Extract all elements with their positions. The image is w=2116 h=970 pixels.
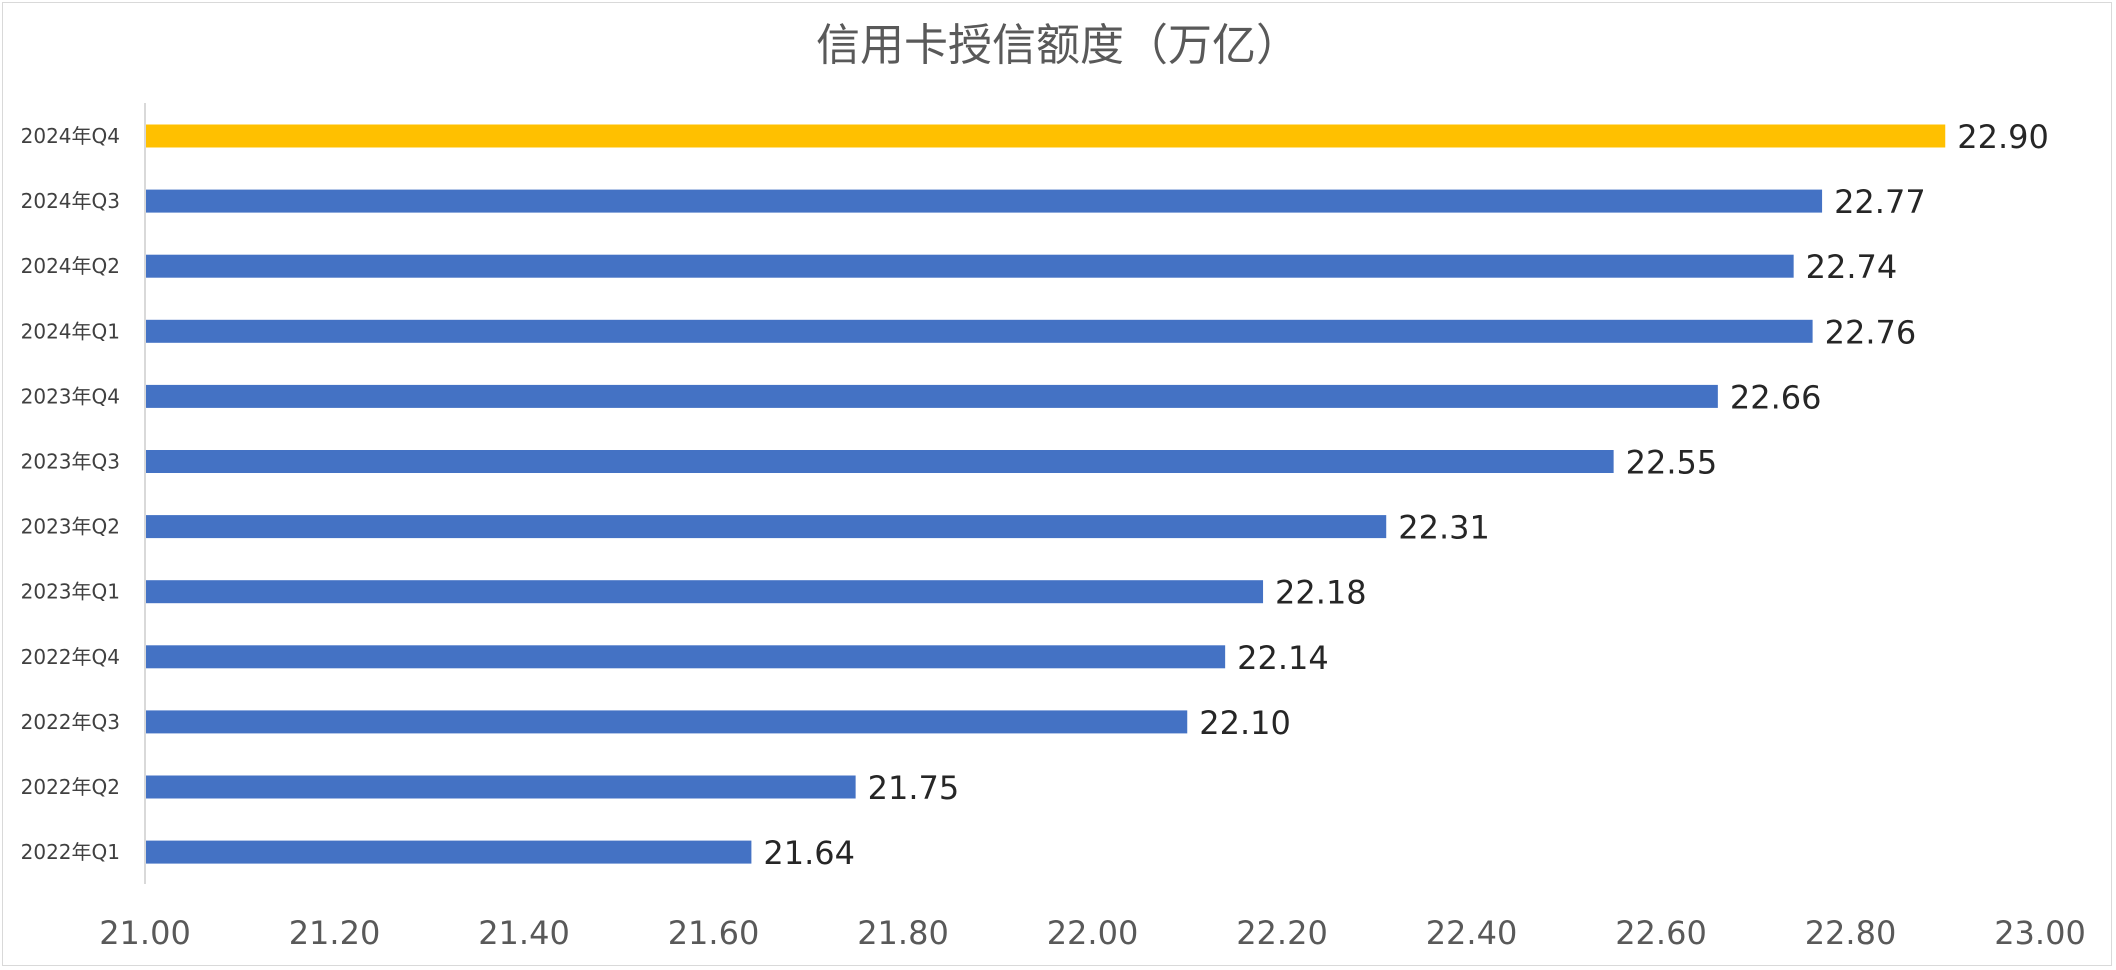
category-label: 2022年Q3	[21, 710, 120, 734]
bar	[145, 840, 752, 864]
bar	[145, 580, 1264, 604]
category-label: 2023年Q2	[21, 515, 120, 539]
bar	[145, 775, 856, 799]
value-label: 22.77	[1834, 183, 1926, 221]
bar	[145, 189, 1823, 213]
category-label: 2024年Q4	[21, 124, 120, 148]
category-label: 2024年Q2	[21, 254, 120, 278]
bar	[145, 124, 1946, 148]
category-labels-group: 2024年Q4 2024年Q3 2024年Q2 2024年Q1 2023年Q4 2023年…	[21, 124, 120, 864]
x-tick-label: 23.00	[1994, 914, 2086, 952]
chart-title: 信用卡授信额度（万亿）	[816, 20, 1300, 71]
x-tick-label: 21.00	[99, 914, 191, 952]
x-tick-label: 22.80	[1805, 914, 1897, 952]
category-label: 2023年Q3	[21, 450, 120, 474]
value-label: 22.66	[1730, 378, 1822, 416]
category-label: 2022年Q1	[21, 840, 120, 864]
value-label: 22.31	[1398, 509, 1490, 547]
bar	[145, 515, 1387, 539]
value-label: 22.14	[1237, 639, 1329, 677]
bar	[145, 710, 1188, 734]
x-tick-label: 21.80	[857, 914, 949, 952]
bar	[145, 384, 1718, 408]
value-label: 22.10	[1199, 704, 1291, 742]
category-label: 2023年Q1	[21, 580, 120, 604]
x-tick-label: 22.20	[1236, 914, 1328, 952]
value-label: 22.76	[1825, 313, 1917, 351]
bar	[145, 450, 1614, 473]
category-label: 2024年Q3	[21, 189, 120, 213]
x-tick-label: 21.20	[289, 914, 381, 952]
category-label: 2023年Q4	[21, 384, 120, 408]
value-label: 21.75	[868, 769, 960, 807]
category-label: 2022年Q2	[21, 775, 120, 799]
category-label: 2024年Q1	[21, 319, 120, 343]
x-tick-labels-group: 21.00 21.20 21.40 21.60 21.80 22.00 22.20 22.40…	[99, 914, 2086, 952]
value-label: 21.64	[763, 834, 855, 872]
x-tick-label: 21.40	[478, 914, 570, 952]
category-label: 2022年Q4	[21, 645, 120, 669]
x-tick-label: 22.00	[1047, 914, 1139, 952]
bar	[145, 319, 1813, 343]
value-label: 22.90	[1957, 118, 2049, 156]
value-label: 22.74	[1806, 248, 1898, 286]
bars-group	[145, 124, 1946, 864]
bar	[145, 254, 1794, 278]
x-tick-label: 21.60	[668, 914, 760, 952]
value-label: 22.18	[1275, 574, 1367, 612]
x-tick-label: 22.60	[1615, 914, 1707, 952]
x-tick-label: 22.40	[1426, 914, 1518, 952]
value-label: 22.55	[1626, 444, 1718, 482]
bar	[145, 645, 1226, 669]
